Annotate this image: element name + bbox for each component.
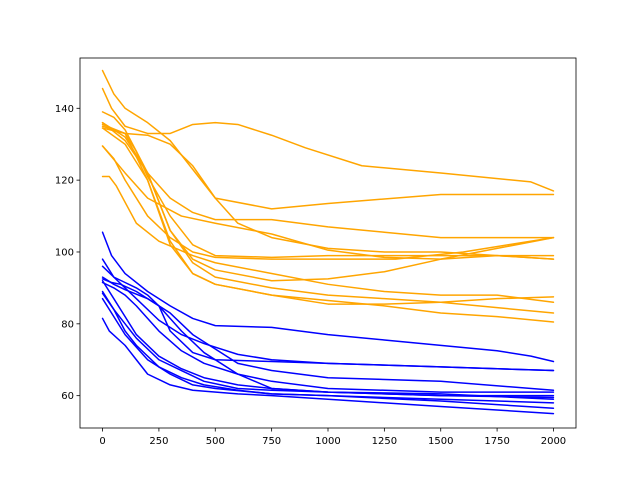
- series-line-18: [101, 281, 555, 393]
- series-line-11: [101, 127, 555, 323]
- series-line-15: [101, 265, 555, 372]
- series-line-22: [101, 297, 555, 409]
- x-tick-label: 2000: [541, 436, 566, 447]
- y-tick-label: 140: [55, 104, 74, 115]
- series-line-8: [101, 145, 555, 260]
- x-tick-label: 500: [206, 436, 225, 447]
- series-line-4: [101, 111, 555, 259]
- ticks-layer: 0 250 500 750 1000 1250 1500 1750 2000 60 80 100 120…: [55, 104, 566, 447]
- x-tick-label: 1000: [315, 436, 340, 447]
- x-tick-label: 1500: [428, 436, 453, 447]
- x-tick-label: 1750: [484, 436, 509, 447]
- y-tick-label: 80: [61, 319, 74, 330]
- series-line-13: [101, 231, 555, 363]
- plot-frame: [79, 57, 577, 429]
- y-tick-label: 120: [55, 176, 74, 187]
- series-line-23: [101, 317, 555, 415]
- series-line-20: [101, 290, 555, 399]
- series-line-9: [101, 123, 555, 282]
- x-tick-label: 750: [262, 436, 281, 447]
- series-line-17: [101, 278, 555, 401]
- y-tick-label: 60: [61, 391, 74, 402]
- series-line-14: [101, 258, 555, 372]
- series-line-7: [101, 175, 555, 304]
- series-line-12: [101, 121, 555, 314]
- x-tick-label: 250: [149, 436, 168, 447]
- series-line-2: [101, 87, 555, 192]
- series-line-6: [101, 145, 555, 260]
- series-line-1: [101, 69, 555, 210]
- series-layer: [101, 69, 555, 415]
- series-line-5: [101, 127, 555, 260]
- x-tick-label: 0: [99, 436, 105, 447]
- x-tick-label: 1250: [372, 436, 397, 447]
- series-line-21: [101, 292, 555, 404]
- series-line-16: [101, 276, 555, 392]
- y-tick-label: 100: [55, 247, 74, 258]
